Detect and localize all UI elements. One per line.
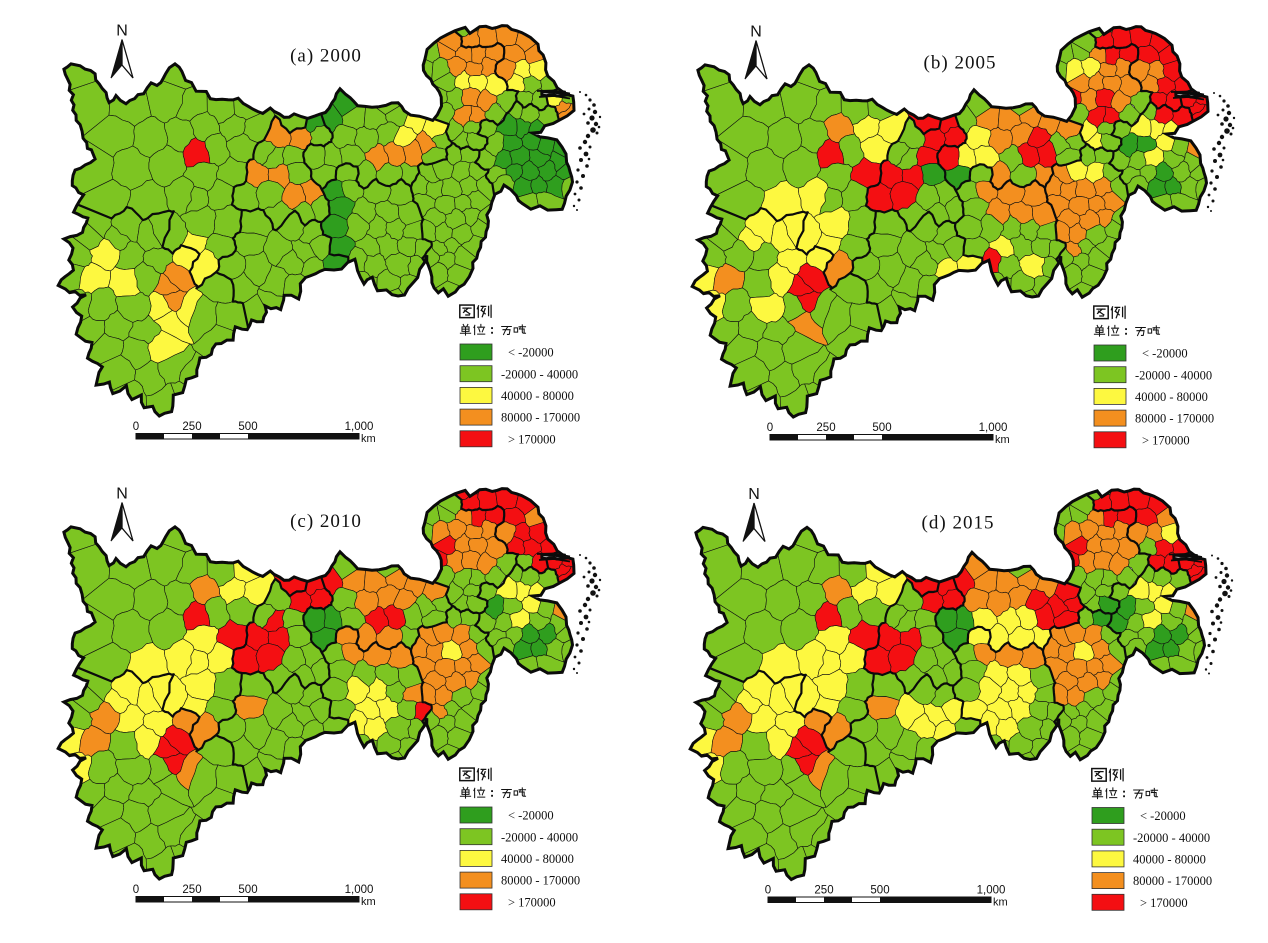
- svg-text:(c) 2010: (c) 2010: [290, 511, 362, 532]
- svg-text:(a) 2000: (a) 2000: [290, 46, 362, 67]
- svg-text:(d) 2015: (d) 2015: [922, 513, 995, 534]
- svg-text:(b) 2005: (b) 2005: [924, 53, 997, 74]
